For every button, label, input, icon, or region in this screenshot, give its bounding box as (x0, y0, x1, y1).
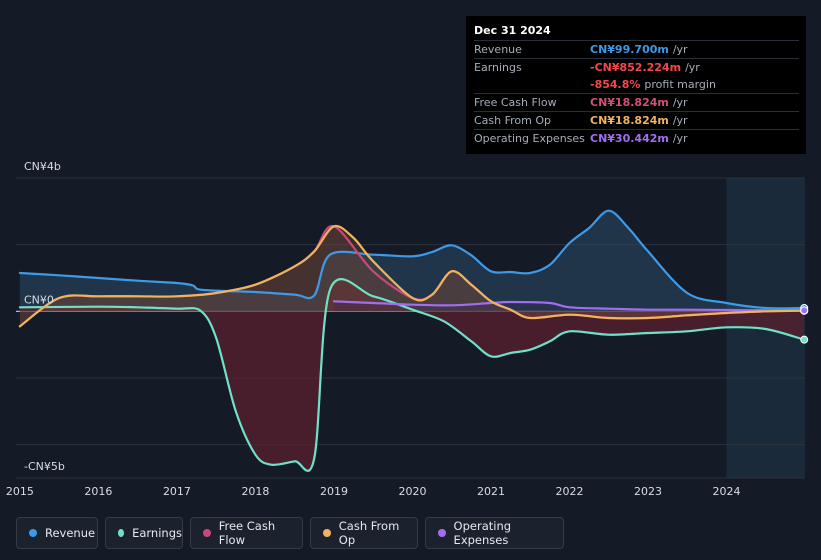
x-tick-label: 2023 (634, 485, 662, 498)
tooltip-row-label: Earnings (474, 61, 522, 74)
legend-item-free-cash-flow[interactable]: Free Cash Flow (190, 517, 303, 549)
tooltip-row-unit: /yr (685, 61, 700, 74)
tooltip-row: Free Cash Flow CN¥18.824m/yr (474, 93, 799, 111)
area-revenue (19, 210, 805, 312)
line-revenue (18, 209, 806, 310)
x-tick-label: 2018 (241, 485, 269, 498)
legend-dot-icon (323, 529, 331, 537)
tooltip-row-label: Cash From Op (474, 114, 552, 127)
tooltip-row: Operating Expenses CN¥30.442m/yr (474, 129, 799, 147)
area-operating-expenses (334, 301, 805, 312)
y-tick-label: -CN¥5b (24, 460, 65, 473)
tooltip-row-label: Operating Expenses (474, 132, 585, 145)
legend-dot-icon (118, 529, 125, 537)
legend-label: Cash From Op (338, 519, 400, 547)
area-earnings (19, 279, 805, 471)
tooltip-row-value: -CN¥852.224m (590, 61, 682, 74)
y-tick-label: CN¥4b (24, 160, 61, 173)
tooltip-row-unit: /yr (672, 43, 688, 56)
legend-label: Revenue (45, 526, 96, 540)
tooltip-date: Dec 31 2024 (474, 24, 551, 37)
endpoint-operating-expenses (800, 306, 809, 315)
x-tick-label: 2021 (477, 485, 505, 498)
tooltip-row-value: CN¥99.700m (590, 43, 669, 56)
tooltip-row: -854.8% profit margin (474, 76, 799, 93)
tooltip-row-label: Revenue (474, 43, 522, 56)
tooltip-row: Earnings -CN¥852.224m/yr (474, 58, 799, 76)
tooltip-row-value: CN¥18.824m (590, 96, 669, 109)
tooltip-row-value: CN¥30.442m (590, 132, 669, 145)
tooltip: Dec 31 2024 Revenue CN¥99.700m/yr Earnings… (466, 16, 806, 154)
area-cash-from-op (19, 225, 805, 327)
legend-label: Earnings (132, 526, 182, 540)
legend-dot-icon (438, 529, 446, 537)
tooltip-row-unit: /yr (672, 96, 688, 109)
legend-item-operating-expenses[interactable]: Operating Expenses (425, 517, 564, 549)
tooltip-row: Revenue CN¥99.700m/yr (474, 40, 799, 58)
x-tick-label: 2017 (163, 485, 191, 498)
tooltip-row-unit: profit margin (644, 78, 716, 91)
legend-dot-icon (29, 529, 37, 537)
legend-item-earnings[interactable]: Earnings (105, 517, 183, 549)
tooltip-row: Cash From Op CN¥18.824m/yr (474, 111, 799, 129)
y-tick-label: CN¥0 (24, 293, 54, 306)
tooltip-row-label: Free Cash Flow (474, 96, 557, 109)
area-free-cash-flow (19, 225, 805, 327)
legend-item-revenue[interactable]: Revenue (16, 517, 98, 549)
tooltip-row-unit: /yr (672, 114, 688, 127)
x-tick-label: 2022 (555, 485, 583, 498)
tooltip-row-unit: /yr (672, 132, 688, 145)
tooltip-row-value: CN¥18.824m (590, 114, 669, 127)
legend-label: Free Cash Flow (218, 519, 276, 547)
legend-label: Operating Expenses (453, 519, 512, 547)
x-tick-label: 2019 (320, 485, 348, 498)
line-operating-expenses (332, 300, 806, 312)
endpoint-earnings (800, 335, 809, 344)
tooltip-row-value: -854.8% (590, 78, 641, 91)
legend-item-cash-from-op[interactable]: Cash From Op (310, 517, 418, 549)
x-tick-label: 2016 (84, 485, 112, 498)
x-tick-label: 2024 (712, 485, 740, 498)
line-cash-from-op (18, 224, 806, 328)
legend-dot-icon (203, 529, 211, 537)
x-tick-label: 2020 (398, 485, 426, 498)
x-tick-label: 2015 (6, 485, 34, 498)
